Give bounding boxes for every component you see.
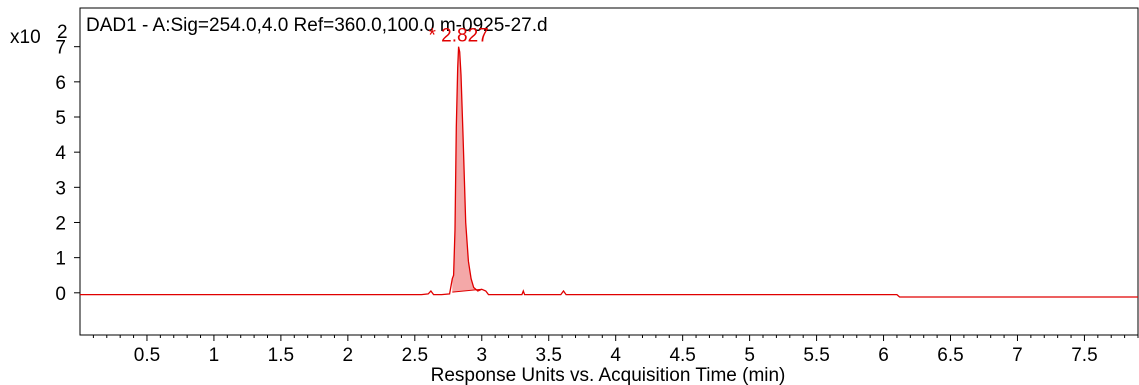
x-tick-label: 7.5 xyxy=(1071,345,1097,366)
x-axis: 0.5 1 1.5 2 2.5 3 3.5 4 4.5 5 5.5 6 6.5 7 7.5 xyxy=(92,335,1139,366)
x-tick-label: 4.5 xyxy=(669,345,695,366)
x-tick-label: 0.5 xyxy=(134,345,160,366)
y-tick-label: 5 xyxy=(55,108,66,129)
y-tick-label: 1 xyxy=(55,249,66,270)
x-tick-label: 3.5 xyxy=(536,345,562,366)
peak-label: * 2.827 xyxy=(428,26,488,47)
x-tick-label: 4 xyxy=(610,345,621,366)
x-tick-label: 5 xyxy=(744,345,755,366)
x-tick-label: 6 xyxy=(878,345,889,366)
x-axis-label: Response Units vs. Acquisition Time (min… xyxy=(431,365,786,385)
plot-frame xyxy=(79,7,1139,336)
x-tick-label: 7 xyxy=(1012,345,1023,366)
x-tick-label: 2.5 xyxy=(402,345,428,366)
x-tick-label: 6.5 xyxy=(937,345,963,366)
x-tick-label: 2 xyxy=(343,345,354,366)
peak-area-fill xyxy=(452,46,482,293)
x-tick-label: 1.5 xyxy=(268,345,294,366)
y-tick-label: 4 xyxy=(55,143,66,164)
plot-area: * 2.827 xyxy=(80,26,1138,298)
y-tick-label: 7 xyxy=(55,38,66,59)
y-tick-label: 6 xyxy=(55,73,66,94)
x-tick-label: 1 xyxy=(209,345,220,366)
y-axis: 0 1 2 3 4 5 6 7 xyxy=(55,38,80,305)
chart-title: DAD1 - A:Sig=254.0,4.0 Ref=360.0,100.0 m… xyxy=(86,15,548,36)
x-tick-label: 3 xyxy=(476,345,487,366)
y-multiplier-label: x10 xyxy=(10,27,41,48)
y-tick-label: 3 xyxy=(55,178,66,199)
y-tick-label: 0 xyxy=(55,284,66,305)
y-tick-label: 2 xyxy=(55,213,66,234)
x-tick-label: 5.5 xyxy=(803,345,829,366)
y-multiplier-exponent: 2 xyxy=(57,22,68,43)
signal-line xyxy=(80,46,1138,298)
